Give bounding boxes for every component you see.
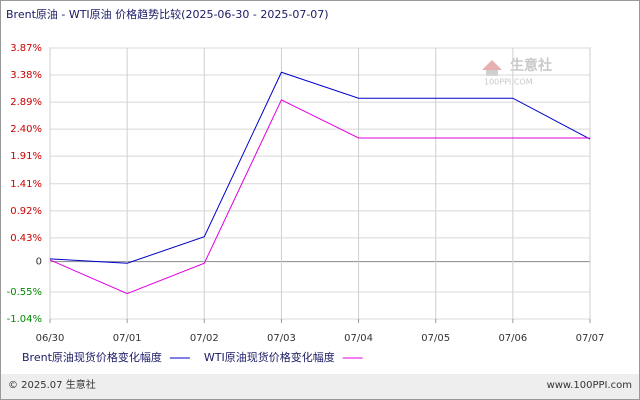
y-tick-label: 2.40%: [10, 124, 42, 135]
x-tick-label: 07/05: [421, 333, 450, 344]
x-tick-label: 07/04: [344, 333, 373, 344]
watermark: 生意社 100PPI.COM: [482, 57, 552, 87]
legend-label: WTI原油现货价格变化幅度: [204, 350, 335, 364]
footer-site: www.100PPI.com: [547, 380, 632, 391]
watermark-name: 生意社: [510, 57, 552, 74]
y-tick-label: -0.55%: [7, 287, 42, 298]
x-tick-label: 06/30: [36, 333, 65, 344]
chart-title: Brent原油 - WTI原油 价格趋势比较(2025-06-30 - 2025…: [6, 7, 329, 21]
x-tick-label: 07/07: [576, 333, 605, 344]
x-tick-label: 07/01: [113, 333, 142, 344]
x-tick-label: 07/02: [190, 333, 219, 344]
footer-copyright: © 2025.07 生意社: [8, 378, 96, 391]
series-line: [49, 99, 590, 295]
x-tick-label: 07/06: [498, 333, 527, 344]
y-tick-label: 0.43%: [10, 233, 42, 244]
y-tick-label: 0.92%: [10, 206, 42, 217]
footer-bar: [1, 374, 639, 399]
y-tick-label: 0: [36, 257, 42, 268]
y-tick-label: -1.04%: [7, 314, 42, 325]
y-tick-label: 2.89%: [10, 97, 42, 108]
y-tick-label: 3.87%: [10, 43, 42, 54]
x-tick-label: 07/03: [267, 333, 296, 344]
watermark-site: 100PPI.COM: [484, 78, 533, 87]
y-tick-label: 1.41%: [10, 179, 42, 190]
y-tick-label: 1.91%: [10, 151, 42, 162]
legend-label: Brent原油现货价格变化幅度: [22, 350, 162, 364]
watermark-icon: [486, 70, 498, 76]
series-line: [49, 71, 591, 264]
y-tick-label: 3.38%: [10, 70, 42, 81]
watermark-icon: [482, 60, 502, 70]
